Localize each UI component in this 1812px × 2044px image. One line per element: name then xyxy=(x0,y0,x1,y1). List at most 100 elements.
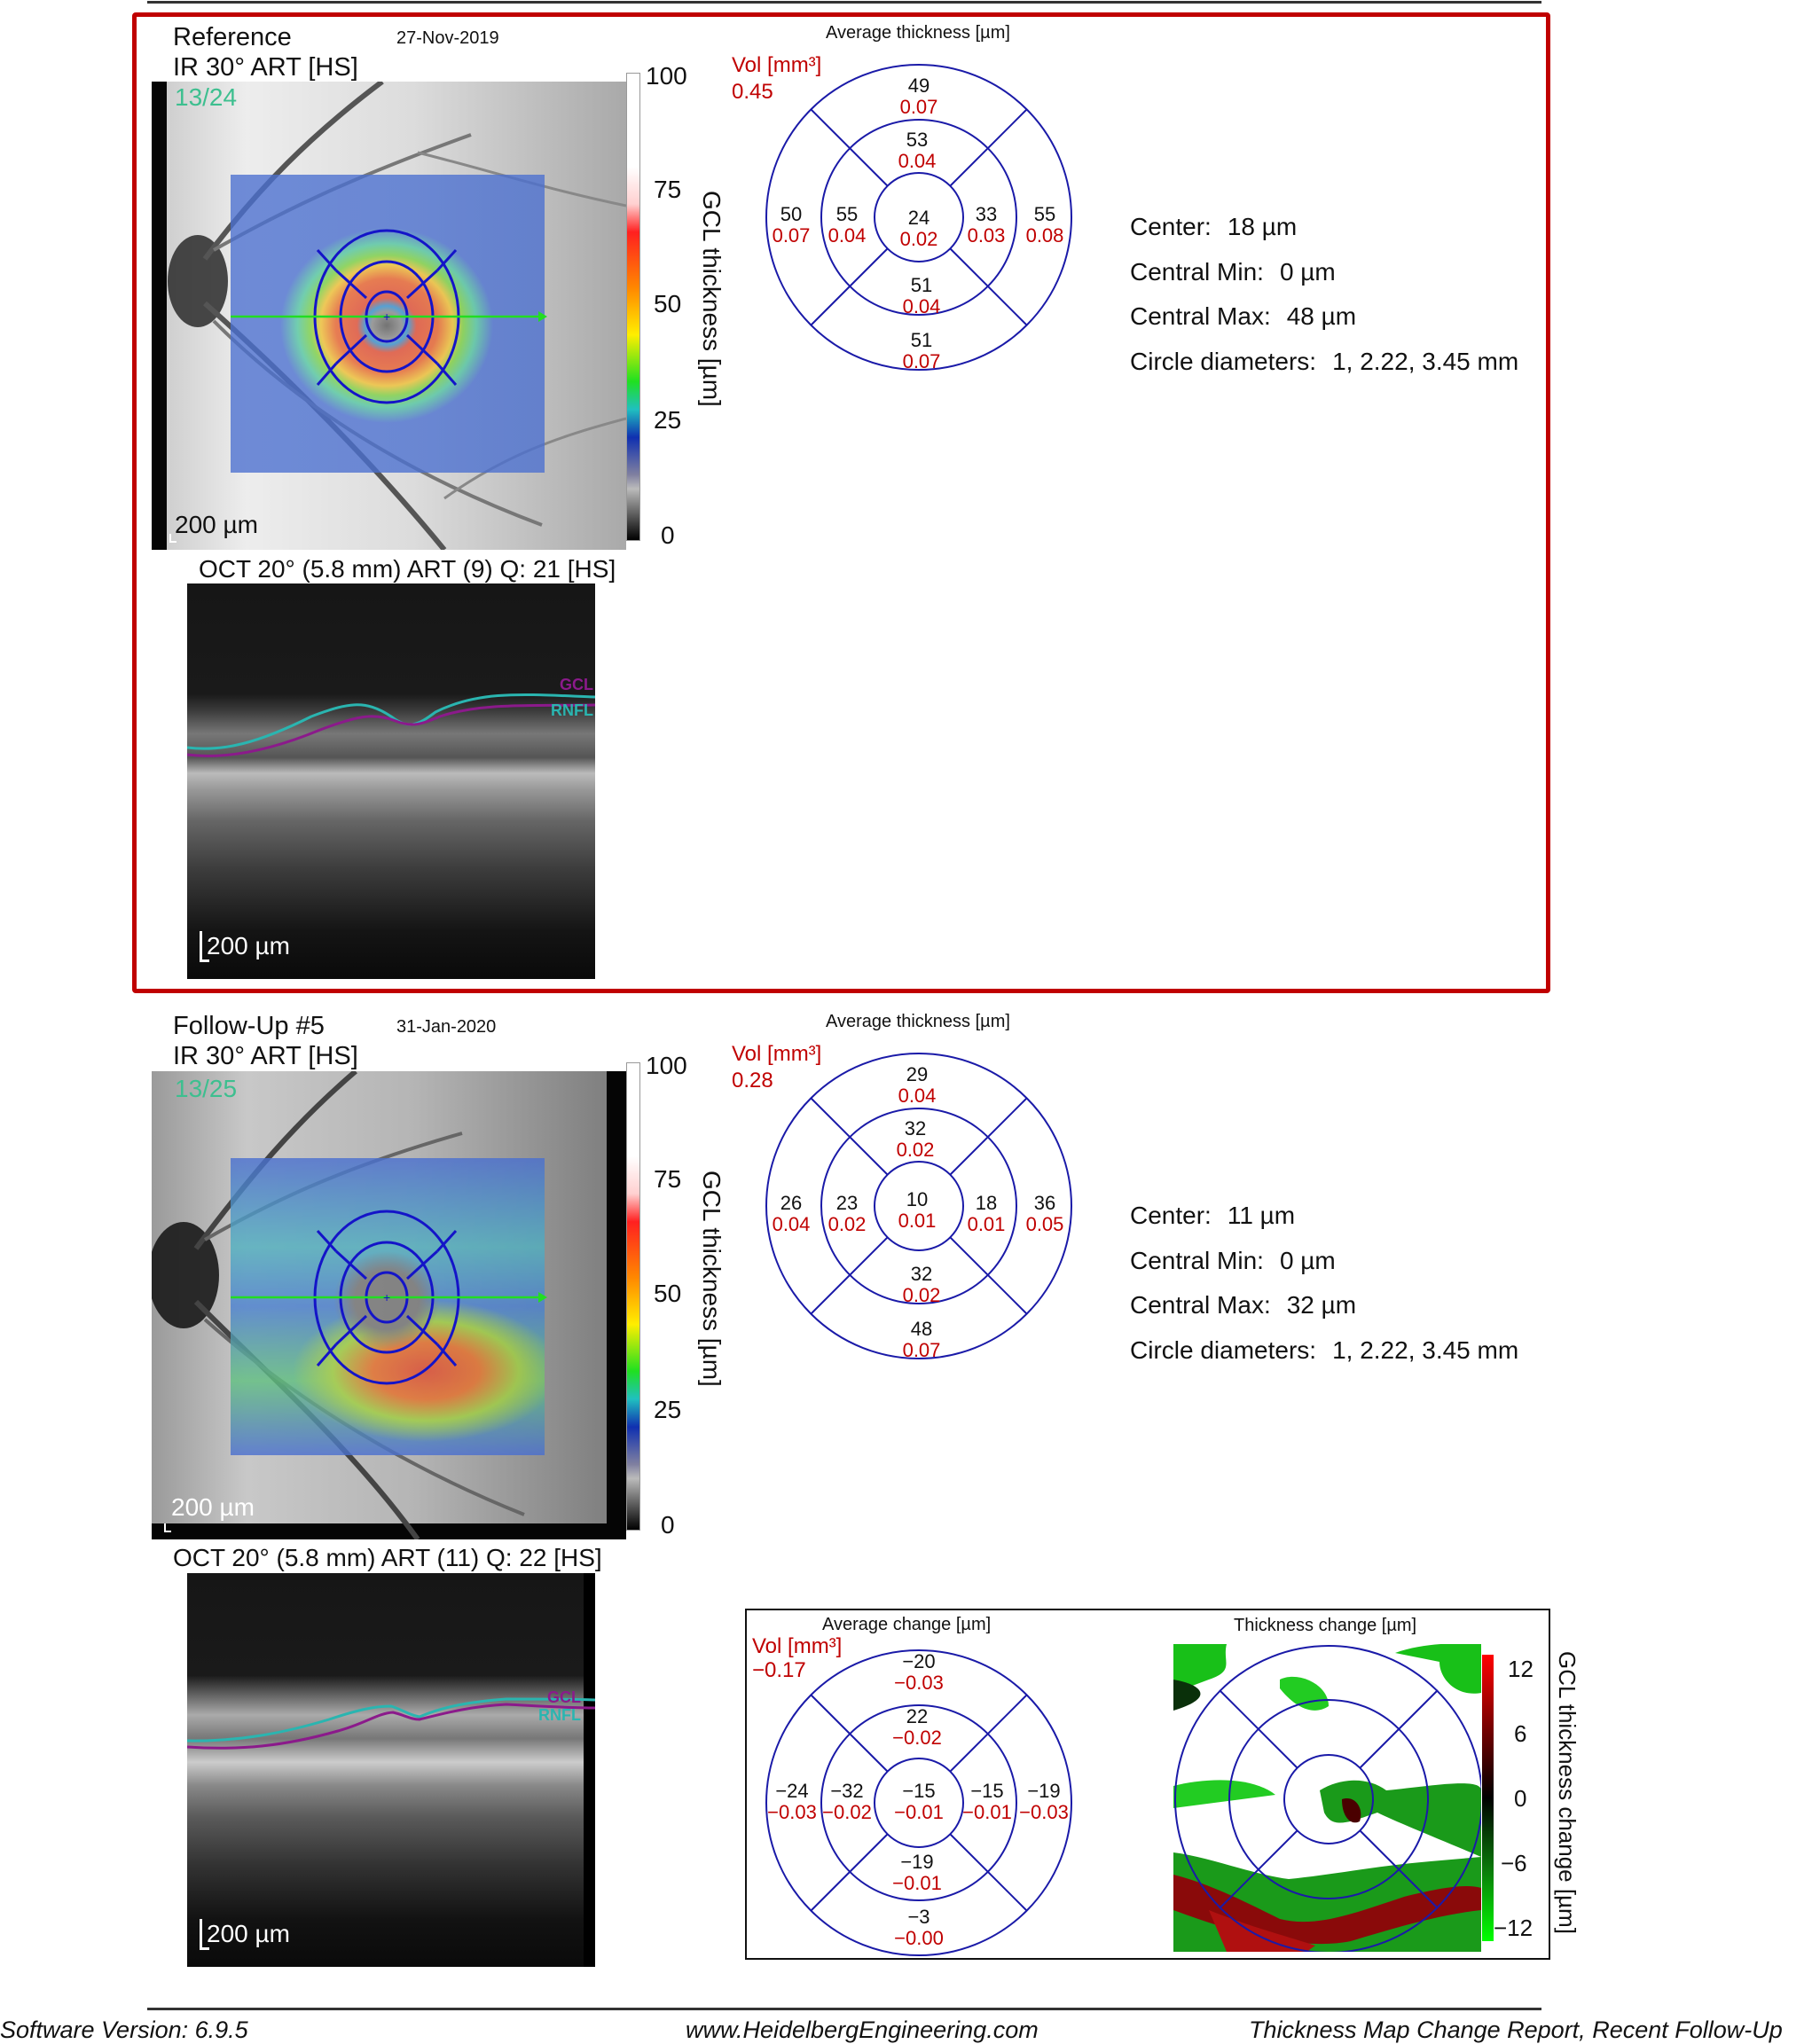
etdrs-grid-overlay: + xyxy=(231,1210,547,1385)
followup-cell-outer-inferior: 48 0.07 xyxy=(902,1318,941,1361)
reference-fundus-image[interactable]: + 13/24 200 µm xyxy=(152,82,626,550)
change-colorbar xyxy=(1482,1655,1494,1941)
followup-fundus-scale: 200 µm xyxy=(171,1493,255,1521)
change-cell-outer-right: −19 −0.03 xyxy=(1019,1780,1069,1823)
etdrs-grid-overlay: + xyxy=(231,229,547,404)
change-colorbar-tick-neg12: −12 xyxy=(1494,1915,1534,1941)
reference-colorbar-tick-0: 0 xyxy=(661,521,675,549)
reference-oct-bscan[interactable]: GCL RNFL 200 µm xyxy=(187,583,595,979)
reference-highlight-frame xyxy=(132,12,1550,993)
scale-bar-marker xyxy=(169,534,176,543)
followup-stat-central-max: Central Max: 32 µm xyxy=(1130,1291,1357,1319)
reference-etdrs-grid[interactable] xyxy=(759,58,1079,377)
followup-colorbar-label: GCL thickness [µm] xyxy=(698,1171,726,1387)
followup-oct-bscan[interactable]: GCL RNFL 200 µm xyxy=(187,1573,595,1967)
footer-rule xyxy=(147,2008,1541,2010)
reference-colorbar-tick-100: 100 xyxy=(646,62,687,90)
change-colorbar-tick-0: 0 xyxy=(1514,1785,1527,1812)
thickness-map-overlay xyxy=(231,175,545,473)
reference-stat-central-min: Central Min: 0 µm xyxy=(1130,258,1336,286)
reference-cell-inner-inferior: 51 0.04 xyxy=(902,274,941,317)
reference-stat-center: Center: 18 µm xyxy=(1130,213,1298,240)
reference-frame-count: 13/24 xyxy=(175,83,238,111)
reference-title: Reference xyxy=(173,23,292,51)
reference-cell-inner-superior: 53 0.04 xyxy=(898,129,937,172)
reference-cell-outer-inferior: 51 0.07 xyxy=(902,329,941,372)
rnfl-layer-label: RNFL xyxy=(551,701,593,719)
reference-volume-value: 0.45 xyxy=(732,80,773,104)
reference-colorbar-tick-25: 25 xyxy=(654,406,682,434)
followup-colorbar-tick-50: 50 xyxy=(654,1280,682,1307)
gcl-layer-label: GCL xyxy=(547,1688,581,1706)
change-etdrs-grid[interactable] xyxy=(759,1643,1079,1962)
reference-fundus-scale: 200 µm xyxy=(175,511,258,538)
followup-stat-central-min: Central Min: 0 µm xyxy=(1130,1247,1336,1274)
followup-stat-center: Center: 11 µm xyxy=(1130,1202,1296,1229)
followup-title: Follow-Up #5 xyxy=(173,1012,325,1040)
followup-frame-count: 13/25 xyxy=(175,1075,238,1102)
reference-colorbar-label: GCL thickness [µm] xyxy=(698,191,726,407)
reference-colorbar-tick-50: 50 xyxy=(654,290,682,317)
change-cell-outer-superior: −20 −0.03 xyxy=(894,1650,944,1694)
top-rule xyxy=(147,1,1541,4)
change-cell-outer-inferior: −3 −0.00 xyxy=(894,1906,944,1949)
reference-stat-circle-diameters: Circle diameters: 1, 2.22, 3.45 mm xyxy=(1130,348,1519,375)
oct-right-black-band xyxy=(584,1573,595,1967)
change-colorbar-tick-6: 6 xyxy=(1514,1720,1527,1747)
followup-fundus-image[interactable]: + 13/25 200 µm xyxy=(152,1071,626,1539)
followup-oct-scale: 200 µm xyxy=(207,1920,290,1947)
reference-cell-outer-right: 55 0.08 xyxy=(1025,203,1064,247)
reference-cell-inner-right: 33 0.03 xyxy=(967,203,1006,247)
scale-bar-marker xyxy=(164,1523,171,1532)
reference-cell-outer-superior: 49 0.07 xyxy=(899,74,938,118)
segmentation-lines xyxy=(187,1697,595,1750)
followup-colorbar-tick-25: 25 xyxy=(654,1396,682,1423)
reference-grid-title: Average thickness [µm] xyxy=(826,23,1010,43)
followup-cell-outer-left: 26 0.04 xyxy=(772,1192,811,1235)
followup-thickness-colorbar xyxy=(626,1062,640,1531)
followup-colorbar-tick-0: 0 xyxy=(661,1511,675,1539)
followup-date: 31-Jan-2020 xyxy=(396,1017,497,1037)
scale-bar-marker xyxy=(200,1919,209,1950)
reference-thickness-colorbar xyxy=(626,73,640,541)
followup-ir-label: IR 30° ART [HS] xyxy=(173,1042,358,1070)
change-cell-inner-right: −15 −0.01 xyxy=(962,1780,1012,1823)
reference-cell-inner-left: 55 0.04 xyxy=(828,203,867,247)
followup-colorbar-tick-75: 75 xyxy=(654,1165,682,1193)
change-map-etdrs-overlay xyxy=(1174,1645,1481,1952)
fundus-bottom-black-band xyxy=(152,1523,626,1539)
footer-website-link[interactable]: www.HeidelbergEngineering.com xyxy=(686,2017,1039,2043)
change-colorbar-tick-neg6: −6 xyxy=(1501,1850,1527,1876)
followup-cell-center: 10 0.01 xyxy=(898,1188,937,1232)
change-colorbar-tick-12: 12 xyxy=(1508,1656,1534,1682)
followup-oct-label: OCT 20° (5.8 mm) ART (11) Q: 22 [HS] xyxy=(173,1544,602,1571)
svg-text:+: + xyxy=(383,309,390,324)
change-cell-inner-inferior: −19 −0.01 xyxy=(892,1851,942,1894)
gcl-layer-label: GCL xyxy=(560,676,593,693)
thickness-map-overlay xyxy=(231,1158,545,1455)
thickness-change-map[interactable] xyxy=(1173,1644,1481,1952)
change-panel-frame xyxy=(745,1609,1550,1960)
fundus-left-black-band xyxy=(152,82,167,550)
change-map-title: Thickness change [µm] xyxy=(1234,1616,1417,1635)
followup-etdrs-grid[interactable] xyxy=(759,1046,1079,1366)
followup-volume-label: Vol [mm³] xyxy=(732,1042,822,1066)
followup-cell-inner-inferior: 32 0.02 xyxy=(902,1263,941,1306)
followup-stat-circle-diameters: Circle diameters: 1, 2.22, 3.45 mm xyxy=(1130,1336,1519,1364)
followup-cell-outer-superior: 29 0.04 xyxy=(898,1063,937,1107)
reference-oct-scale: 200 µm xyxy=(207,932,290,959)
svg-text:+: + xyxy=(383,1290,390,1304)
reference-ir-label: IR 30° ART [HS] xyxy=(173,53,358,82)
followup-cell-inner-superior: 32 0.02 xyxy=(896,1117,935,1161)
reference-oct-label: OCT 20° (5.8 mm) ART (9) Q: 21 [HS] xyxy=(199,555,616,583)
reference-cell-center: 24 0.02 xyxy=(899,207,938,250)
followup-cell-inner-right: 18 0.01 xyxy=(967,1192,1006,1235)
followup-colorbar-tick-100: 100 xyxy=(646,1052,687,1079)
change-grid-title: Average change [µm] xyxy=(822,1615,992,1634)
rnfl-layer-label: RNFL xyxy=(538,1706,581,1724)
scale-bar-marker xyxy=(200,931,209,962)
change-cell-inner-left: −32 −0.02 xyxy=(822,1780,872,1823)
change-cell-center: −15 −0.01 xyxy=(894,1780,944,1823)
change-cell-inner-superior: 22 −0.02 xyxy=(892,1705,942,1749)
reference-cell-outer-left: 50 0.07 xyxy=(772,203,811,247)
